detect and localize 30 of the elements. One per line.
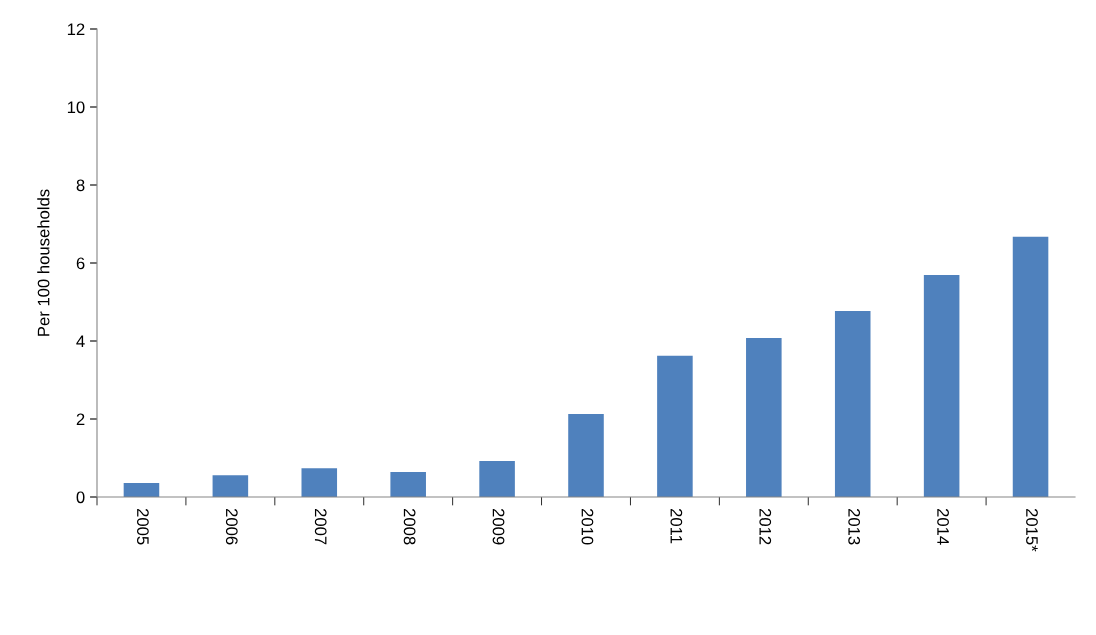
- bar: [834, 310, 871, 497]
- y-tick-label: 0: [76, 491, 85, 504]
- x-tick-label: 2012: [759, 508, 772, 545]
- y-tick-label: 6: [76, 257, 85, 270]
- bar: [212, 475, 249, 497]
- y-tick-label: 2: [76, 413, 85, 426]
- bar: [746, 337, 782, 497]
- y-tick-label: 10: [67, 101, 85, 114]
- bar: [657, 355, 693, 497]
- x-tick-label: 2013: [848, 508, 861, 545]
- bar: [479, 461, 515, 497]
- bar: [390, 472, 426, 497]
- x-tick-label: 2005: [136, 508, 149, 545]
- bar: [1012, 236, 1049, 497]
- x-tick-label: 2006: [225, 508, 238, 545]
- y-tick-label: 4: [76, 335, 85, 348]
- x-tick-label: 2015*: [1026, 508, 1038, 552]
- x-tick-label: 2007: [314, 508, 327, 545]
- y-tick-label: 12: [67, 23, 85, 36]
- bar: [123, 482, 160, 497]
- x-tick-label: 2008: [403, 508, 416, 545]
- bar: [301, 468, 338, 497]
- y-axis-title: Per 100 households: [37, 189, 50, 336]
- x-tick-label: 2014: [937, 508, 949, 545]
- x-tick-label: 2010: [581, 508, 594, 545]
- bar: [568, 413, 604, 497]
- bar: [923, 275, 960, 497]
- y-tick-label: 8: [76, 179, 85, 192]
- x-tick-label: 2011: [670, 508, 683, 544]
- x-tick-label: 2009: [492, 508, 505, 545]
